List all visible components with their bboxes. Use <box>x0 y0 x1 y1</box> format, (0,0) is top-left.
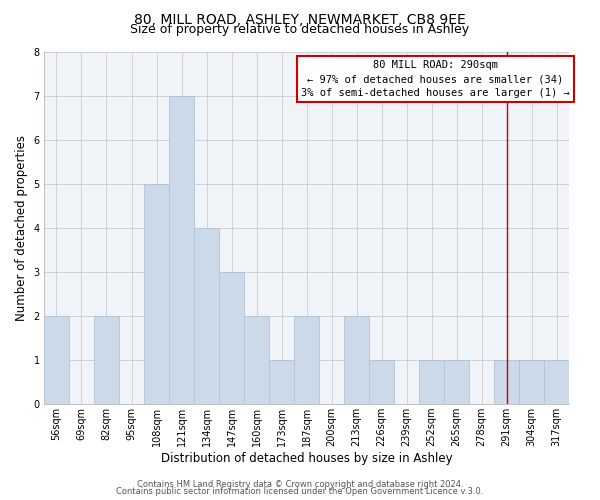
Bar <box>269 360 294 404</box>
Text: 80, MILL ROAD, ASHLEY, NEWMARKET, CB8 9EE: 80, MILL ROAD, ASHLEY, NEWMARKET, CB8 9E… <box>134 12 466 26</box>
Bar <box>494 360 519 404</box>
Text: 80 MILL ROAD: 290sqm
← 97% of detached houses are smaller (34)
3% of semi-detach: 80 MILL ROAD: 290sqm ← 97% of detached h… <box>301 60 569 98</box>
X-axis label: Distribution of detached houses by size in Ashley: Distribution of detached houses by size … <box>161 452 452 465</box>
Bar <box>194 228 219 404</box>
Bar <box>219 272 244 404</box>
Bar <box>544 360 569 404</box>
Bar <box>94 316 119 404</box>
Bar <box>244 316 269 404</box>
Text: Contains HM Land Registry data © Crown copyright and database right 2024.: Contains HM Land Registry data © Crown c… <box>137 480 463 489</box>
Bar <box>294 316 319 404</box>
Bar <box>444 360 469 404</box>
Bar <box>144 184 169 404</box>
Bar <box>344 316 369 404</box>
Bar <box>519 360 544 404</box>
Bar <box>369 360 394 404</box>
Text: Contains public sector information licensed under the Open Government Licence v.: Contains public sector information licen… <box>116 487 484 496</box>
Text: Size of property relative to detached houses in Ashley: Size of property relative to detached ho… <box>130 24 470 36</box>
Bar <box>169 96 194 404</box>
Y-axis label: Number of detached properties: Number of detached properties <box>15 135 28 321</box>
Bar <box>44 316 69 404</box>
Bar <box>419 360 444 404</box>
